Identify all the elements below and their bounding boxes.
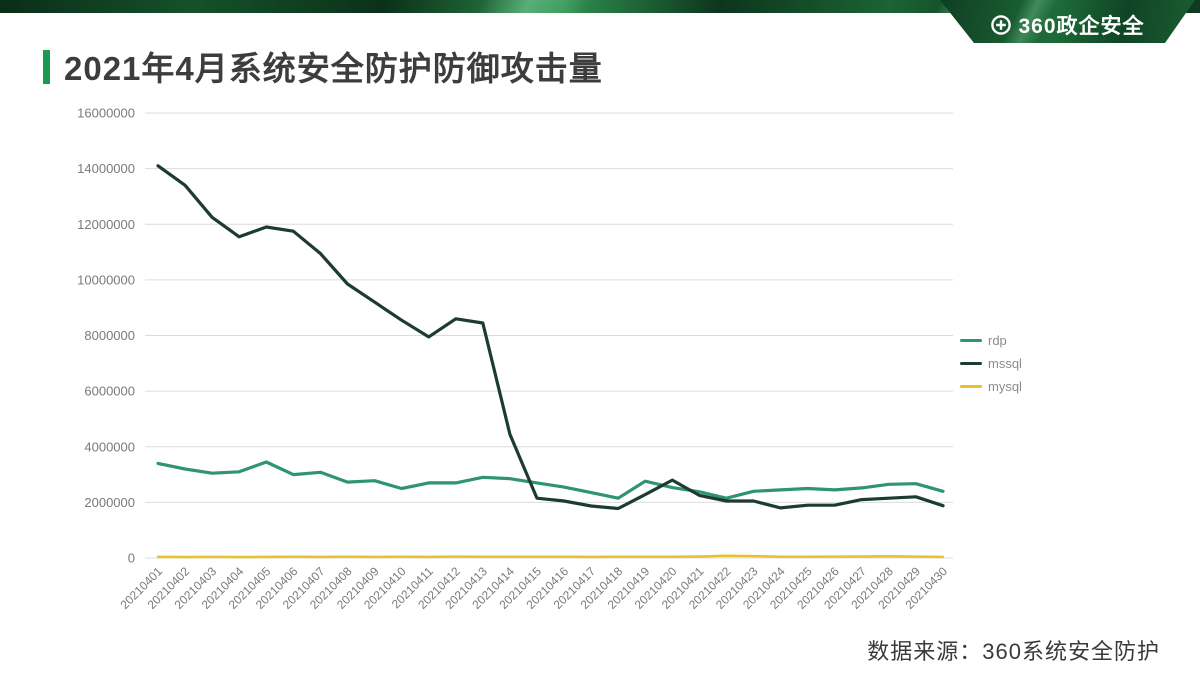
chart-legend: rdp mssql mysql xyxy=(960,329,1022,398)
y-tick-label: 0 xyxy=(128,551,135,566)
legend-swatch-rdp xyxy=(960,339,982,342)
series-line-mysql xyxy=(156,554,945,559)
legend-label-mssql: mssql xyxy=(988,356,1022,371)
legend-label-mysql: mysql xyxy=(988,379,1022,394)
y-tick-label: 8000000 xyxy=(84,328,135,343)
legend-item-mssql[interactable]: mssql xyxy=(960,352,1022,375)
series-line-mssql xyxy=(156,164,945,511)
title-accent-bar xyxy=(43,50,50,84)
y-tick-label: 10000000 xyxy=(77,272,135,287)
legend-item-mysql[interactable]: mysql xyxy=(960,375,1022,398)
series-line-rdp xyxy=(156,460,945,500)
brand-logo: 360政企安全 xyxy=(940,0,1195,43)
x-axis-labels: 2021040120210402202104032021040420210405… xyxy=(117,564,950,612)
y-tick-label: 16000000 xyxy=(77,106,135,121)
legend-label-rdp: rdp xyxy=(988,333,1007,348)
page-title: 2021年4月系统安全防护防御攻击量 xyxy=(64,50,603,87)
y-tick-label: 14000000 xyxy=(77,161,135,176)
y-axis-labels: 0 2000000 4000000 6000000 8000000 10000000 120… xyxy=(77,106,135,566)
y-tick-label: 12000000 xyxy=(77,217,135,232)
legend-swatch-mysql xyxy=(960,385,982,388)
legend-swatch-mssql xyxy=(960,362,982,365)
top-banner-strip xyxy=(0,0,1200,13)
data-source-note: 数据来源：360系统安全防护 xyxy=(867,639,1160,664)
y-tick-label: 2000000 xyxy=(84,495,135,510)
y-tick-label: 4000000 xyxy=(84,439,135,454)
legend-item-rdp[interactable]: rdp xyxy=(960,329,1022,352)
y-tick-label: 6000000 xyxy=(84,384,135,399)
plus-circle-icon xyxy=(990,14,1012,36)
brand-logo-text: 360政企安全 xyxy=(1018,14,1145,38)
